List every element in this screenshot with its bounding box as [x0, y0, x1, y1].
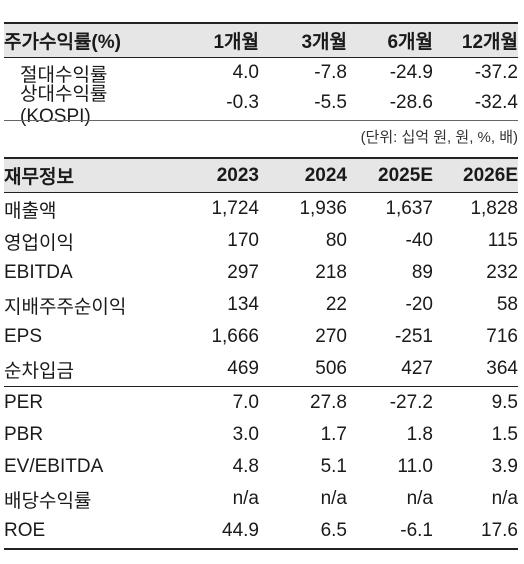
row-label: EV/EBITDA — [4, 456, 104, 477]
returns-header-6m: 6개월 — [387, 32, 433, 53]
row-label: 영업이익 — [4, 232, 74, 254]
cell: 716 — [486, 326, 518, 347]
cell: 3.0 — [232, 424, 259, 445]
cell: -0.3 — [226, 92, 259, 113]
cell: 1,666 — [211, 326, 259, 347]
financials-row: ROE 44.9 6.5 -6.1 17.6 — [4, 515, 518, 547]
cell: 427 — [401, 358, 433, 379]
financials-header-row: 재무정보 2023 2024 2025E 2026E — [4, 159, 518, 192]
top-rule — [4, 22, 518, 24]
cell: 218 — [315, 262, 347, 283]
cell: -27.2 — [389, 392, 433, 413]
cell: 5.1 — [320, 456, 347, 477]
returns-row: 절대수익률 4.0 -7.8 -24.9 -37.2 — [4, 58, 518, 88]
row-label: 배당수익률 — [4, 490, 92, 512]
cell: 4.0 — [232, 62, 259, 83]
cell: 1.8 — [406, 424, 433, 445]
financials-row: PBR 3.0 1.7 1.8 1.5 — [4, 419, 518, 451]
cell: n/a — [491, 488, 518, 509]
row-label: EPS — [4, 326, 43, 347]
financials-row: 순차입금 469 506 427 364 — [4, 353, 518, 385]
financials-top-rule — [4, 157, 518, 159]
cell: 270 — [315, 326, 347, 347]
cell: -32.4 — [474, 92, 518, 113]
returns-header-label: 주가수익률(%) — [4, 32, 121, 53]
cell: 22 — [325, 294, 347, 315]
cell: 469 — [227, 358, 259, 379]
financials-header-2026e: 2026E — [463, 164, 518, 186]
cell: 1,637 — [385, 198, 433, 219]
returns-row: 상대수익률(KOSPI) -0.3 -5.5 -28.6 -32.4 — [4, 84, 518, 127]
cell: 232 — [486, 262, 518, 283]
cell: 170 — [227, 230, 259, 251]
cell: 1,724 — [211, 198, 259, 219]
cell: 1,936 — [299, 198, 347, 219]
cell: 44.9 — [222, 520, 259, 541]
financials-row: 배당수익률 n/a n/a n/a n/a — [4, 483, 518, 515]
cell: -7.8 — [314, 62, 347, 83]
cell: 27.8 — [310, 392, 347, 413]
cell: -5.5 — [314, 92, 347, 113]
financials-row: EPS 1,666 270 -251 716 — [4, 321, 518, 353]
financials-row: EBITDA 297 218 89 232 — [4, 257, 518, 289]
returns-header-1m: 1개월 — [213, 32, 259, 53]
cell: 4.8 — [232, 456, 259, 477]
cell: 11.0 — [397, 456, 433, 477]
cell: 3.9 — [491, 456, 518, 477]
financials-row: 매출액 1,724 1,936 1,637 1,828 — [4, 193, 518, 225]
cell: -28.6 — [389, 92, 433, 113]
cell: 6.5 — [320, 520, 347, 541]
cell: n/a — [406, 488, 433, 509]
cell: 1.5 — [491, 424, 518, 445]
financials-row: EV/EBITDA 4.8 5.1 11.0 3.9 — [4, 451, 518, 483]
unit-note: (단위: 십억 원, 원, %, 배) — [360, 129, 518, 146]
cell: -40 — [405, 230, 433, 251]
row-label: 절대수익률 — [20, 64, 108, 86]
financials-row: PER 7.0 27.8 -27.2 9.5 — [4, 387, 518, 419]
cell: -6.1 — [400, 520, 433, 541]
financials-header-label: 재무정보 — [4, 167, 74, 188]
returns-header-12m: 12개월 — [461, 32, 518, 53]
row-label: PBR — [4, 424, 44, 445]
cell: 1.7 — [320, 424, 347, 445]
cell: 1,828 — [470, 198, 518, 219]
row-label: 매출액 — [4, 200, 57, 222]
cell: 297 — [227, 262, 259, 283]
cell: -251 — [394, 326, 433, 347]
cell: 134 — [227, 294, 259, 315]
cell: 89 — [411, 262, 433, 283]
cell: -24.9 — [389, 62, 433, 83]
cell: 58 — [496, 294, 518, 315]
cell: 506 — [315, 358, 347, 379]
cell: n/a — [320, 488, 347, 509]
returns-header-rule — [4, 57, 518, 58]
financials-header-2023: 2023 — [216, 164, 259, 186]
row-label: EBITDA — [4, 262, 73, 283]
cell: 115 — [487, 230, 518, 251]
cell: -37.2 — [474, 62, 518, 83]
row-label: PER — [4, 392, 44, 413]
financials-bottom-rule — [4, 548, 518, 550]
financials-row: 영업이익 170 80 -40 115 — [4, 225, 518, 257]
returns-header-3m: 3개월 — [301, 32, 347, 53]
financials-header-2025e: 2025E — [378, 164, 433, 186]
cell: -20 — [405, 294, 433, 315]
row-label: 순차입금 — [4, 360, 74, 382]
returns-header-row: 주가수익률(%) 1개월 3개월 6개월 12개월 — [4, 24, 518, 57]
returns-bottom-rule — [4, 120, 518, 121]
financials-row: 지배주주순이익 134 22 -20 58 — [4, 289, 518, 321]
financials-header-rule — [4, 192, 518, 193]
cell: 364 — [486, 358, 518, 379]
cell: n/a — [232, 488, 259, 509]
cell: 80 — [325, 230, 347, 251]
financials-header-2024: 2024 — [304, 164, 347, 186]
cell: 17.6 — [481, 520, 518, 541]
row-label: ROE — [4, 520, 46, 541]
row-label: 상대수익률(KOSPI) — [20, 83, 108, 127]
row-label: 지배주주순이익 — [4, 296, 127, 318]
cell: 9.5 — [491, 392, 518, 413]
cell: 7.0 — [232, 392, 259, 413]
financials-mid-rule — [4, 386, 518, 387]
